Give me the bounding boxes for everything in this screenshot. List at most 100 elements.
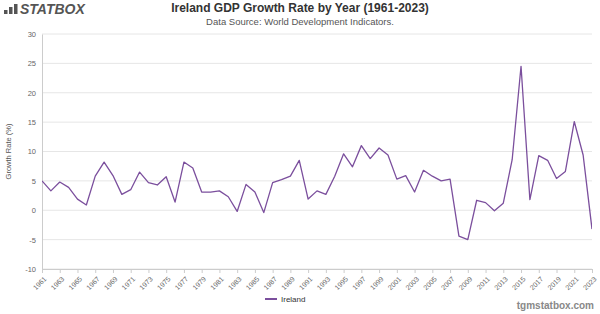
x-tick: 2007 — [440, 269, 456, 291]
x-tick: 2013 — [493, 269, 509, 291]
y-tick-label: 25 — [28, 59, 36, 68]
y-tick-label: 30 — [28, 30, 36, 39]
x-tick-mark — [255, 269, 256, 273]
y-tick: -5 — [29, 236, 42, 245]
x-tick-mark — [521, 269, 522, 273]
x-tick-mark — [326, 269, 327, 273]
y-axis-title: Growth Rate (%) — [4, 123, 13, 179]
x-tick: 2017 — [528, 269, 544, 291]
x-tick-label: 2023 — [582, 275, 598, 291]
x-tick-label: 2017 — [528, 275, 544, 291]
x-axis-line — [43, 270, 593, 274]
legend-swatch — [265, 298, 277, 300]
x-tick-label: 2013 — [493, 275, 509, 291]
x-tick: 2011 — [476, 269, 492, 291]
x-tick-label: 1995 — [333, 275, 349, 291]
x-tick: 2015 — [511, 269, 527, 291]
y-tick-label: -10 — [25, 265, 36, 274]
y-axis: -10-5051015202530 — [25, 30, 42, 274]
x-tick: 1991 — [298, 269, 314, 291]
legend: Ireland — [265, 295, 305, 304]
x-tick-mark — [219, 269, 220, 273]
x-tick-mark — [344, 269, 345, 273]
grid-line — [42, 210, 592, 211]
x-tick-label: 1997 — [351, 275, 367, 291]
x-tick: 1965 — [67, 269, 83, 291]
x-tick: 1987 — [262, 269, 278, 291]
x-tick: 1995 — [333, 269, 349, 291]
legend-label: Ireland — [281, 295, 305, 304]
x-tick: 1981 — [209, 269, 225, 291]
x-tick: 2001 — [387, 269, 403, 291]
y-tick-label: 20 — [28, 89, 36, 98]
series-line — [42, 66, 592, 239]
x-tick-label: 2001 — [387, 275, 403, 291]
x-tick-mark — [166, 269, 167, 273]
y-tick: 10 — [28, 147, 42, 156]
x-tick-label: 1987 — [262, 275, 278, 291]
x-tick-label: 1971 — [120, 275, 136, 291]
x-tick-label: 2015 — [511, 275, 527, 291]
x-tick: 1977 — [174, 269, 190, 291]
chart: STATBOXIreland GDP Growth Rate by Year (… — [0, 0, 600, 314]
grid-line — [42, 63, 592, 64]
x-tick: 2009 — [457, 269, 473, 291]
x-tick-mark — [415, 269, 416, 273]
x-tick-label: 1961 — [32, 275, 48, 291]
x-tick-label: 1973 — [138, 275, 154, 291]
x-tick: 2003 — [404, 269, 420, 291]
y-tick-label: 5 — [32, 177, 36, 186]
y-tick-label: -5 — [29, 236, 36, 245]
x-tick: 1989 — [280, 269, 296, 291]
x-tick-mark — [379, 269, 380, 273]
y-tick: 5 — [32, 177, 42, 186]
x-tick-mark — [273, 269, 274, 273]
y-tick: 30 — [28, 30, 42, 39]
x-tick: 2005 — [422, 269, 438, 291]
y-tick: 20 — [28, 89, 42, 98]
x-tick-label: 2009 — [457, 275, 473, 291]
x-tick-label: 1967 — [85, 275, 101, 291]
x-tick-mark — [77, 269, 78, 273]
x-tick: 1985 — [245, 269, 261, 291]
x-tick-label: 1965 — [67, 275, 83, 291]
x-tick-mark — [184, 269, 185, 273]
x-tick-label: 2019 — [546, 275, 562, 291]
grid — [42, 34, 592, 269]
x-tick: 1975 — [156, 269, 172, 291]
x-tick-mark — [539, 269, 540, 273]
x-tick: 1971 — [120, 269, 136, 291]
x-tick-label: 2007 — [440, 275, 456, 291]
x-tick-mark — [574, 269, 575, 273]
x-tick-mark — [290, 269, 291, 273]
x-tick-mark — [202, 269, 203, 273]
grid-line — [42, 180, 592, 181]
x-tick-label: 2005 — [422, 275, 438, 291]
x-tick-label: 1981 — [209, 275, 225, 291]
x-tick-label: 1991 — [298, 275, 314, 291]
x-tick: 1983 — [227, 269, 243, 291]
x-tick: 1969 — [103, 269, 119, 291]
x-tick: 2023 — [582, 269, 598, 291]
x-tick-mark — [148, 269, 149, 273]
x-tick-mark — [42, 269, 43, 273]
x-tick: 2021 — [564, 269, 580, 291]
y-tick: 25 — [28, 59, 42, 68]
y-tick-label: 0 — [32, 206, 36, 215]
x-tick-mark — [486, 269, 487, 273]
x-tick: 1999 — [369, 269, 385, 291]
x-tick-mark — [557, 269, 558, 273]
title: Ireland GDP Growth Rate by Year (1961-20… — [171, 1, 429, 15]
x-tick-mark — [308, 269, 309, 273]
x-tick-mark — [113, 269, 114, 273]
grid-line — [42, 239, 592, 240]
x-tick-label: 1989 — [280, 275, 296, 291]
x-tick: 1993 — [316, 269, 332, 291]
x-tick-label: 2003 — [404, 275, 420, 291]
y-axis-line — [42, 35, 43, 270]
y-tick-label: 10 — [28, 147, 36, 156]
x-tick: 2019 — [546, 269, 562, 291]
grid-line — [42, 34, 592, 35]
plot-area — [42, 66, 592, 239]
x-axis: 1961196319651967196919711973197519771979… — [32, 269, 598, 291]
